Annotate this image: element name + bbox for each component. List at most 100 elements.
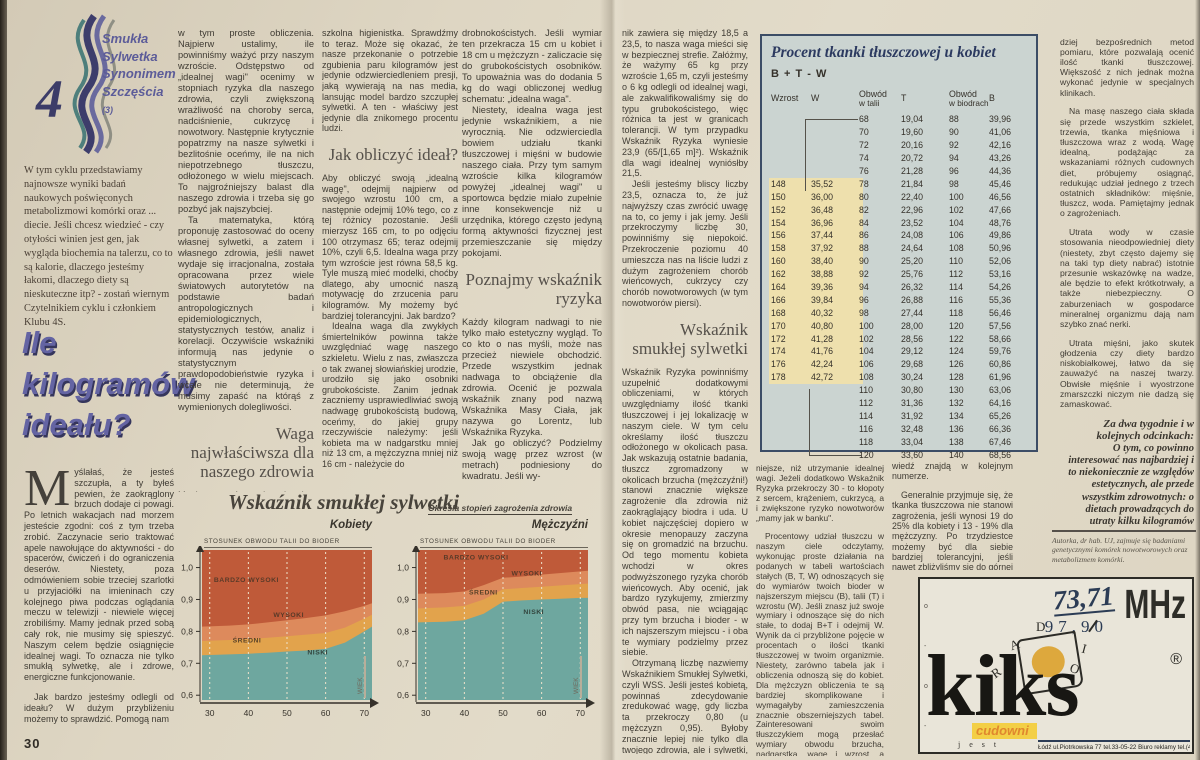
table-cell: 138: [949, 436, 964, 447]
table-cell: 49,86: [989, 230, 1012, 241]
table-row: 68 19,04 88 39,96: [771, 113, 1027, 126]
table-cell: 23,52: [901, 217, 924, 228]
table-cell: 108: [949, 243, 964, 254]
svg-text:60: 60: [537, 708, 547, 718]
table-header-cell: W: [811, 93, 820, 103]
table-title: Procent tkanki tłuszczowej u kobiet: [771, 44, 996, 61]
table-row: 148 35,52 78 21,84 98 45,46: [771, 177, 1027, 190]
table-cell: 114: [859, 410, 874, 421]
table-cell: 102: [859, 333, 874, 344]
table-cell: 35,52: [811, 178, 834, 189]
band-label: NISKI: [307, 649, 328, 656]
table-cell: 31,92: [901, 410, 924, 421]
table-cell: 178: [771, 372, 786, 383]
table-cell: 30,80: [901, 385, 924, 396]
table-cell: 130: [949, 385, 964, 396]
table-cell: 112: [859, 398, 874, 409]
page-number: 30: [24, 736, 41, 751]
paragraph: wiedź znajdą w kolejnym numerze.: [892, 460, 1013, 482]
table-cell: 22,96: [901, 204, 924, 215]
svg-text:WIEK: WIEK: [357, 677, 364, 694]
text-column-7: wiedź znajdą w kolejnym numerze. General…: [892, 452, 1013, 570]
table-cell: 128: [949, 372, 964, 383]
svg-text:50: 50: [282, 708, 292, 718]
table-cell: 36,96: [811, 217, 834, 228]
series-numeral: 4: [36, 69, 63, 129]
table-cell: 98: [859, 307, 869, 318]
table-cell: 44,36: [989, 166, 1012, 176]
table-cell: 72: [859, 140, 869, 151]
table-row: 120 33,60 140 68,56: [771, 448, 1027, 461]
table-row: 76 21,28 96 44,36: [771, 165, 1027, 178]
text-column-3: szkolna higienistka. Sprawdźmy to teraz.…: [322, 28, 458, 492]
table-cell: 68: [859, 114, 869, 125]
table-cell: 90: [949, 127, 959, 138]
svg-text:50: 50: [498, 708, 508, 718]
table-cell: 33,04: [901, 436, 924, 447]
svg-text:0,8: 0,8: [397, 626, 409, 636]
table-row: 114 31,92 134 65,26: [771, 409, 1027, 422]
table-cell: 120: [859, 449, 874, 460]
paragraph: Każdy kilogram nadwagi to nie tylko mało…: [462, 317, 602, 437]
table-cell: 37,44: [811, 230, 834, 241]
paragraph: szkolna higienistka. Sprawdźmy to teraz.…: [322, 28, 458, 134]
series-line: Synonimem: [102, 66, 176, 81]
subheading: Waga najwłaściwsza dla naszego zdrowia: [190, 424, 314, 481]
table-cell: 106: [859, 359, 874, 370]
table-cell: 106: [949, 230, 964, 241]
table-cell: 27,44: [901, 307, 924, 318]
author-note: Autorka, dr hab. UJ, zajmuje się badania…: [1052, 530, 1196, 564]
table-cell: 82: [859, 204, 869, 215]
table-cell: 122: [949, 333, 964, 344]
table-cell: 172: [771, 333, 786, 344]
table-cell: 26,32: [901, 282, 924, 293]
table-cell: 100: [859, 320, 874, 331]
svg-text:70: 70: [576, 708, 586, 718]
wave-logo-icon: [72, 14, 117, 154]
table-cell: 160: [771, 256, 786, 267]
table-header-cell: T: [901, 93, 907, 103]
table-cell: 46,56: [989, 191, 1012, 202]
table-cell: 174: [771, 346, 786, 357]
paragraph: Jak bardzo jesteśmy odlegli od ideału? W…: [24, 691, 174, 724]
text-column-6: niejsze, niż utrzymanie idealnej wagi. J…: [756, 456, 884, 756]
svg-text:0,8: 0,8: [181, 626, 193, 636]
fat-percentage-table: Procent tkanki tłuszczowej u kobiet B + …: [760, 34, 1038, 460]
subheading: Jak obliczyć ideał?: [328, 144, 458, 164]
svg-text:30: 30: [205, 708, 215, 718]
text-column-4: drobnokościstych. Jeśli wymiar ten przek…: [462, 28, 602, 492]
band-label: ŚREDNI: [469, 588, 498, 597]
frequency-new: 73,71: [1051, 580, 1116, 617]
table-row: 72 20,16 92 42,16: [771, 139, 1027, 152]
series-line: Szczęścia (3): [102, 83, 164, 116]
table-cell: 32,48: [901, 423, 924, 434]
table-row: 178 42,72 108 30,24 128 61,96: [771, 371, 1027, 384]
text-column-8: dziej bezpośrednich metod pomiaru, które…: [1060, 28, 1194, 528]
table-row: 116 32,48 136 66,36: [771, 422, 1027, 435]
table-cell: 42,24: [811, 359, 834, 370]
table-cell: 96: [859, 294, 869, 305]
table-cell: 19,04: [901, 114, 924, 125]
table-row: 174 41,76 104 29,12 124 59,76: [771, 345, 1027, 358]
table-cell: 100: [949, 191, 964, 202]
svg-text:1,0: 1,0: [397, 563, 409, 573]
svg-text:0,6: 0,6: [397, 690, 409, 700]
tagline-rest: jest: [958, 740, 1006, 749]
svg-text:0,9: 0,9: [397, 594, 409, 604]
table-header-cell: Wzrost: [771, 93, 799, 103]
band-label: BARDZO WYSOKI: [214, 577, 279, 584]
page-edge-shadow: [0, 0, 7, 760]
table-cell: 29,68: [901, 359, 924, 370]
band-label: ŚREDNI: [233, 636, 262, 645]
table-cell: 57,56: [989, 320, 1012, 331]
series-intro: W tym cyklu przedstawiamy najnowsze wyni…: [24, 165, 173, 328]
paragraph: niejsze, niż utrzymanie idealnej wagi. J…: [756, 463, 884, 523]
table-cell: 43,26: [989, 153, 1012, 164]
table-cell: 120: [949, 320, 964, 331]
table-cell: 92: [949, 140, 959, 151]
table-row: 154 36,96 84 23,52 104 48,76: [771, 216, 1027, 229]
chart-title: Wskaźnik smukłej sylwetki: [228, 490, 460, 514]
table-row: 162 38,88 92 25,76 112 53,16: [771, 268, 1027, 281]
chart-men: 1,0 0,9 0,8 0,7 0,6 30 40 50 60 70 WIEK BARDZO WYSO…: [392, 544, 596, 729]
table-formula: B + T - W: [771, 68, 828, 80]
